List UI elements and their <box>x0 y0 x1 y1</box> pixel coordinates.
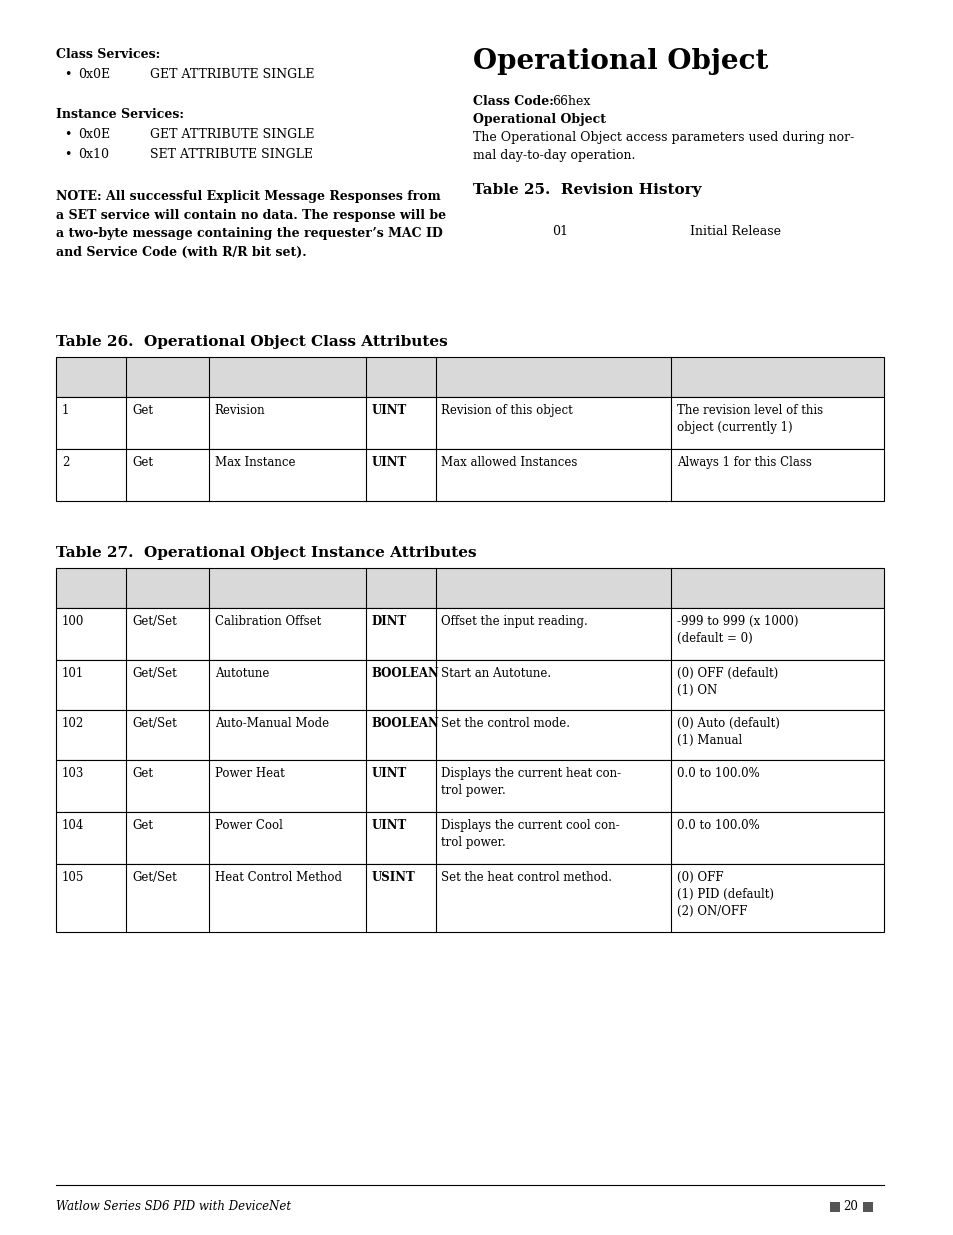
Text: USINT: USINT <box>371 871 415 884</box>
Text: Get/Set: Get/Set <box>132 615 176 629</box>
Text: The Operational Object access parameters used during nor-
mal day-to-day operati: The Operational Object access parameters… <box>473 131 853 162</box>
Text: 0x10: 0x10 <box>78 148 109 161</box>
Bar <box>56 659 883 710</box>
Bar <box>56 608 883 659</box>
Text: Class Code:: Class Code: <box>473 95 554 107</box>
Text: Table 26.  Operational Object Class Attributes: Table 26. Operational Object Class Attri… <box>56 335 448 350</box>
Text: Get/Set: Get/Set <box>132 667 176 680</box>
Text: BOOLEAN: BOOLEAN <box>371 718 438 730</box>
Text: Watlow Series SD6 PID with DeviceNet: Watlow Series SD6 PID with DeviceNet <box>56 1200 291 1213</box>
Text: Set the control mode.: Set the control mode. <box>441 718 570 730</box>
Text: •: • <box>64 128 71 141</box>
Text: 101: 101 <box>62 667 84 680</box>
Text: Power Heat: Power Heat <box>214 767 284 781</box>
Bar <box>56 811 883 864</box>
Text: DINT: DINT <box>371 615 406 629</box>
Text: Auto-Manual Mode: Auto-Manual Mode <box>214 718 329 730</box>
Text: 2: 2 <box>62 456 70 469</box>
Text: 01: 01 <box>551 225 567 238</box>
Text: GET ATTRIBUTE SINGLE: GET ATTRIBUTE SINGLE <box>150 68 314 82</box>
Text: Get/Set: Get/Set <box>132 871 176 884</box>
Text: Power Cool: Power Cool <box>214 819 282 832</box>
Text: Calibration Offset: Calibration Offset <box>214 615 321 629</box>
Text: Operational Object: Operational Object <box>473 112 605 126</box>
Bar <box>56 357 883 396</box>
Text: Table 25.  Revision History: Table 25. Revision History <box>473 183 700 198</box>
Text: Get: Get <box>132 767 152 781</box>
Bar <box>56 710 883 760</box>
Text: -999 to 999 (x 1000)
(default = 0): -999 to 999 (x 1000) (default = 0) <box>677 615 798 645</box>
Text: Autotune: Autotune <box>214 667 269 680</box>
Bar <box>862 1202 872 1212</box>
Text: 0.0 to 100.0%: 0.0 to 100.0% <box>677 819 759 832</box>
Text: UINT: UINT <box>371 767 406 781</box>
Text: Max allowed Instances: Max allowed Instances <box>441 456 578 469</box>
Text: 1: 1 <box>62 404 70 417</box>
Bar <box>56 760 883 811</box>
Text: Heat Control Method: Heat Control Method <box>214 871 341 884</box>
Text: 0x0E: 0x0E <box>78 68 110 82</box>
Text: NOTE: All successful Explicit Message Responses from
a SET service will contain : NOTE: All successful Explicit Message Re… <box>56 190 446 258</box>
Text: Offset the input reading.: Offset the input reading. <box>441 615 588 629</box>
Text: UINT: UINT <box>371 456 406 469</box>
Text: Get: Get <box>132 404 152 417</box>
Text: 103: 103 <box>62 767 85 781</box>
Bar <box>56 568 883 608</box>
Text: Class Services:: Class Services: <box>56 48 160 61</box>
Bar <box>56 396 883 450</box>
Text: 66hex: 66hex <box>551 95 590 107</box>
Bar <box>829 1202 839 1212</box>
Text: (0) OFF (default)
(1) ON: (0) OFF (default) (1) ON <box>677 667 778 697</box>
Text: 104: 104 <box>62 819 85 832</box>
Text: Max Instance: Max Instance <box>214 456 295 469</box>
Bar <box>56 450 883 501</box>
Text: Instance Services:: Instance Services: <box>56 107 184 121</box>
Text: 20: 20 <box>842 1200 858 1213</box>
Text: GET ATTRIBUTE SINGLE: GET ATTRIBUTE SINGLE <box>150 128 314 141</box>
Text: 102: 102 <box>62 718 84 730</box>
Text: Get: Get <box>132 819 152 832</box>
Text: Always 1 for this Class: Always 1 for this Class <box>677 456 811 469</box>
Text: 0x0E: 0x0E <box>78 128 110 141</box>
Text: SET ATTRIBUTE SINGLE: SET ATTRIBUTE SINGLE <box>150 148 313 161</box>
Text: (0) OFF
(1) PID (default)
(2) ON/OFF: (0) OFF (1) PID (default) (2) ON/OFF <box>677 871 773 918</box>
Text: UINT: UINT <box>371 404 406 417</box>
Text: Revision: Revision <box>214 404 265 417</box>
Text: Start an Autotune.: Start an Autotune. <box>441 667 551 680</box>
Text: •: • <box>64 148 71 161</box>
Text: •: • <box>64 68 71 82</box>
Text: 0.0 to 100.0%: 0.0 to 100.0% <box>677 767 759 781</box>
Text: UINT: UINT <box>371 819 406 832</box>
Text: Get/Set: Get/Set <box>132 718 176 730</box>
Bar <box>56 864 883 932</box>
Text: 105: 105 <box>62 871 85 884</box>
Text: Revision of this object: Revision of this object <box>441 404 573 417</box>
Text: BOOLEAN: BOOLEAN <box>371 667 438 680</box>
Text: Set the heat control method.: Set the heat control method. <box>441 871 612 884</box>
Text: Displays the current heat con-
trol power.: Displays the current heat con- trol powe… <box>441 767 621 797</box>
Text: Table 27.  Operational Object Instance Attributes: Table 27. Operational Object Instance At… <box>56 546 476 559</box>
Text: Operational Object: Operational Object <box>473 48 767 75</box>
Text: (0) Auto (default)
(1) Manual: (0) Auto (default) (1) Manual <box>677 718 779 747</box>
Text: 100: 100 <box>62 615 85 629</box>
Text: The revision level of this
object (currently 1): The revision level of this object (curre… <box>677 404 822 433</box>
Text: Initial Release: Initial Release <box>689 225 780 238</box>
Text: Get: Get <box>132 456 152 469</box>
Text: Displays the current cool con-
trol power.: Displays the current cool con- trol powe… <box>441 819 619 848</box>
